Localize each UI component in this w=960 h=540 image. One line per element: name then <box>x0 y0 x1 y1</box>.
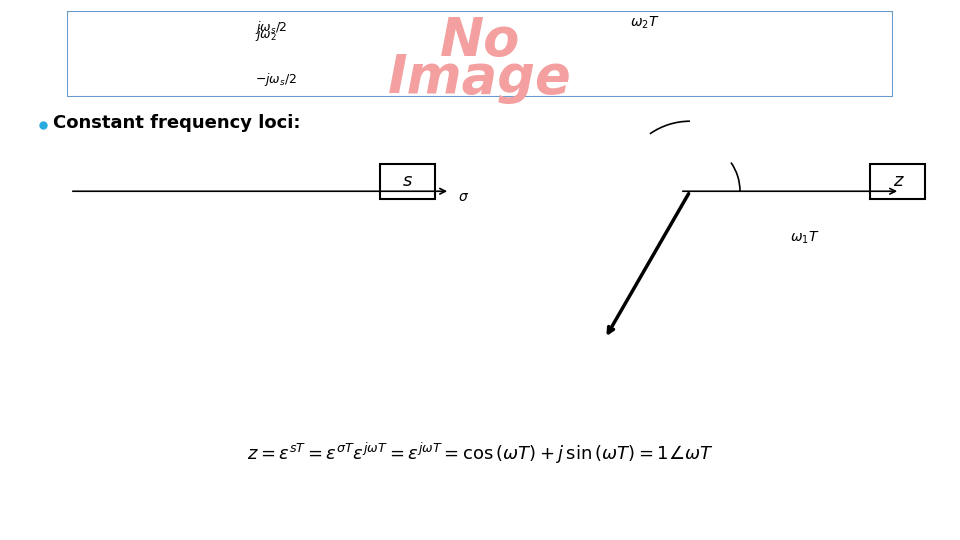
Bar <box>380 164 435 199</box>
Text: CSE416: Digital Control, Lec04: CSE416: Digital Control, Lec04 <box>395 513 565 523</box>
Bar <box>870 164 925 199</box>
Text: $\omega_1 T$: $\omega_1 T$ <box>790 230 820 246</box>
Text: No: No <box>440 15 520 67</box>
Text: s: s <box>403 172 412 190</box>
Text: $-j\omega_s/2$: $-j\omega_s/2$ <box>255 71 297 88</box>
Text: Image: Image <box>388 52 572 104</box>
Text: $\omega_2 T$: $\omega_2 T$ <box>630 14 660 31</box>
Text: $j\omega_s/2$: $j\omega_s/2$ <box>255 19 288 36</box>
Text: 16/11/2020: 16/11/2020 <box>19 513 83 523</box>
Text: $z = \varepsilon^{sT} = \varepsilon^{\sigma T}\varepsilon^{j\omega T} = \varepsi: $z = \varepsilon^{sT} = \varepsilon^{\si… <box>247 441 713 466</box>
Text: $\sigma$: $\sigma$ <box>458 190 469 204</box>
FancyBboxPatch shape <box>67 11 893 97</box>
Text: z: z <box>893 172 902 190</box>
Text: Constant frequency loci:: Constant frequency loci: <box>53 114 300 132</box>
Text: $j\omega_2$: $j\omega_2$ <box>255 26 276 43</box>
Text: 18: 18 <box>926 513 941 523</box>
